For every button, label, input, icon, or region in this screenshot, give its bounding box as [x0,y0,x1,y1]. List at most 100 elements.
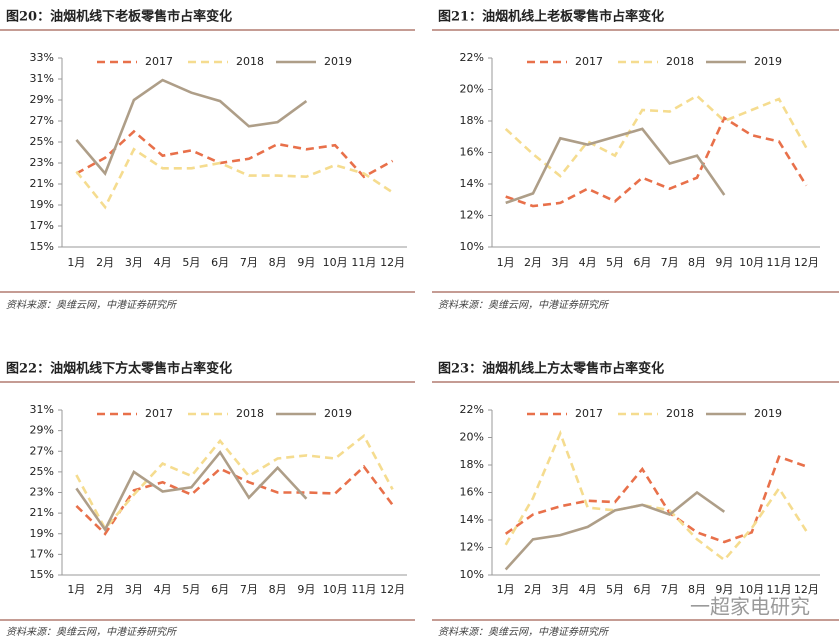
series-line [505,116,808,208]
y-tick-label: 31% [30,72,54,85]
legend-label: 2019 [754,55,782,68]
y-tick-label: 31% [30,403,54,416]
y-tick-label: 33% [30,51,54,64]
x-tick-label: 6月 [633,583,651,596]
series-line [505,127,726,205]
x-tick-label: 4月 [154,583,172,596]
y-tick-label: 21% [30,177,54,190]
x-tick-label: 10月 [739,583,764,596]
y-tick-label: 14% [460,513,484,526]
y-tick-label: 19% [30,527,54,540]
y-tick-label: 18% [460,458,484,471]
y-tick-label: 15% [30,568,54,581]
x-tick-label: 8月 [269,256,287,269]
x-tick-label: 12月 [380,256,405,269]
x-tick-label: 7月 [240,583,258,596]
y-tick-label: 19% [30,198,54,211]
legend-label: 2017 [575,55,603,68]
series-line [75,147,394,210]
x-tick-label: 1月 [67,256,85,269]
source-note: 资料来源：奥维云网，中港证券研究所 [438,626,610,638]
x-tick-label: 2月 [96,256,114,269]
chart-title: 图21：油烟机线上老板零售市占率变化 [438,9,664,25]
legend-label: 2019 [324,55,352,68]
x-tick-label: 6月 [633,256,651,269]
y-tick-label: 16% [460,146,484,159]
y-tick-label: 10% [460,568,484,581]
x-tick-label: 3月 [551,583,569,596]
x-tick-label: 4月 [154,256,172,269]
x-tick-label: 3月 [551,256,569,269]
x-tick-label: 2月 [524,256,542,269]
x-tick-label: 6月 [211,583,229,596]
x-tick-label: 11月 [351,256,376,269]
series-line [75,129,394,179]
series-line [75,464,394,536]
x-tick-label: 7月 [661,256,679,269]
y-tick-label: 14% [460,177,484,190]
y-tick-label: 16% [460,486,484,499]
series-line [504,490,726,571]
x-tick-label: 5月 [182,583,200,596]
y-tick-label: 17% [30,547,54,560]
legend-label: 2017 [145,55,173,68]
y-tick-label: 29% [30,424,54,437]
legend-label: 2019 [324,407,352,420]
x-tick-label: 9月 [715,583,733,596]
series-line [75,433,394,531]
x-tick-label: 3月 [125,583,143,596]
series-line [504,94,808,178]
x-tick-label: 4月 [579,256,597,269]
x-tick-label: 8月 [688,256,706,269]
chart-title: 图22：油烟机线下方太零售市占率变化 [6,361,232,377]
legend-label: 2018 [236,407,264,420]
legend-label: 2018 [666,407,694,420]
x-tick-label: 1月 [497,256,515,269]
x-tick-label: 3月 [125,256,143,269]
y-tick-label: 20% [460,83,484,96]
x-tick-label: 1月 [67,583,85,596]
x-tick-label: 7月 [661,583,679,596]
x-tick-label: 10月 [323,583,348,596]
x-tick-label: 12月 [794,256,819,269]
x-tick-label: 9月 [297,583,315,596]
legend-label: 2017 [575,407,603,420]
source-note: 资料来源：奥维云网，中港证券研究所 [6,299,178,311]
x-tick-label: 12月 [380,583,405,596]
series-line [504,429,808,562]
x-tick-label: 7月 [240,256,258,269]
y-tick-label: 18% [460,114,484,127]
legend-label: 2019 [754,407,782,420]
chart-title: 图20：油烟机线下老板零售市占率变化 [6,9,232,25]
x-tick-label: 4月 [579,583,597,596]
y-tick-label: 27% [30,114,54,127]
y-tick-label: 21% [30,506,54,519]
y-tick-label: 27% [30,444,54,457]
y-tick-label: 22% [460,403,484,416]
y-tick-label: 25% [30,135,54,148]
x-tick-label: 8月 [688,583,706,596]
y-tick-label: 12% [460,209,484,222]
x-tick-label: 11月 [767,583,792,596]
source-note: 资料来源：奥维云网，中港证券研究所 [438,299,610,311]
x-tick-label: 9月 [715,256,733,269]
x-tick-label: 5月 [606,256,624,269]
x-tick-label: 1月 [497,583,515,596]
series-line [504,455,807,544]
y-tick-label: 23% [30,156,54,169]
x-tick-label: 6月 [211,256,229,269]
y-tick-label: 29% [30,93,54,106]
y-tick-label: 22% [460,51,484,64]
x-tick-label: 5月 [606,583,624,596]
x-tick-label: 11月 [351,583,376,596]
y-tick-label: 20% [460,431,484,444]
x-tick-label: 12月 [794,583,819,596]
x-tick-label: 2月 [524,583,542,596]
x-tick-label: 10月 [323,256,348,269]
y-tick-label: 23% [30,486,54,499]
x-tick-label: 11月 [767,256,792,269]
y-tick-label: 12% [460,541,484,554]
x-tick-label: 5月 [182,256,200,269]
y-tick-label: 25% [30,465,54,478]
